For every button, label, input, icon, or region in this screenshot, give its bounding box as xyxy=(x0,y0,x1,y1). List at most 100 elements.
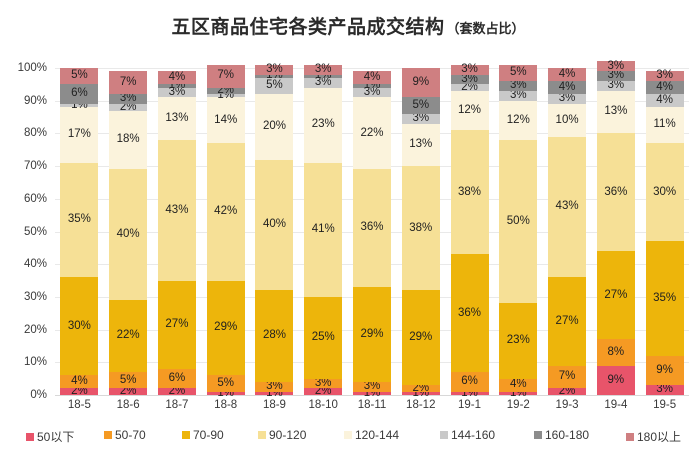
bar-segment[interactable]: 3% xyxy=(304,63,343,75)
legend-item[interactable]: 160-180 xyxy=(534,428,589,442)
bar-segment[interactable]: 2% xyxy=(157,385,196,396)
bar-segment[interactable]: 4% xyxy=(548,81,587,95)
bar-segment[interactable]: 2% xyxy=(450,81,489,92)
bar-segment[interactable]: 3% xyxy=(596,70,635,82)
bar-segment[interactable]: 11% xyxy=(645,107,684,144)
bar-segment[interactable]: 2% xyxy=(60,385,99,396)
bar-segment[interactable]: 5% xyxy=(109,372,148,389)
bar-segment[interactable]: 40% xyxy=(109,169,148,301)
bar-segment[interactable]: 1% xyxy=(353,80,391,91)
legend-item[interactable]: 50-70 xyxy=(104,428,146,442)
bar-segment[interactable]: 35% xyxy=(645,241,684,356)
bar-segment[interactable]: 50% xyxy=(499,139,538,304)
bar-segment[interactable]: 12% xyxy=(450,90,489,131)
bar-segment[interactable]: 35% xyxy=(60,162,99,278)
bar-column[interactable]: 1% 2% 29% 38% 13% 3% 5% 9% xyxy=(401,68,440,398)
bar-segment[interactable]: 36% xyxy=(450,254,489,373)
bar-segment[interactable]: 38% xyxy=(450,130,489,255)
bar-segment[interactable]: 3% xyxy=(304,76,343,88)
bar-segment[interactable]: 3% xyxy=(353,381,391,392)
bar-segment[interactable]: 41% xyxy=(304,162,343,297)
bar-segment[interactable]: 9% xyxy=(401,68,440,98)
bar-segment[interactable]: 22% xyxy=(109,300,148,373)
bar-segment[interactable]: 1% xyxy=(157,80,196,91)
bar-segment[interactable]: 5% xyxy=(401,97,440,114)
bar-segment[interactable]: 4% xyxy=(60,375,99,389)
legend-item[interactable]: 144-160 xyxy=(440,428,495,442)
bar-segment[interactable]: 3% xyxy=(499,80,538,91)
bar-segment[interactable]: 6% xyxy=(157,368,196,389)
bar-column[interactable]: 1% 5% 29% 42% 14% 1% 2% 7% xyxy=(206,64,245,398)
bar-column[interactable]: 2% 6% 27% 43% 13% 3% 1% 4% xyxy=(157,68,196,396)
bar-segment[interactable]: 1% xyxy=(304,70,343,81)
bar-segment[interactable]: 10% xyxy=(548,103,587,137)
bar-column[interactable]: 2% 4% 30% 35% 17% 1% 6% 5% xyxy=(60,68,99,396)
bar-segment[interactable]: 2% xyxy=(206,85,245,96)
bar-segment[interactable]: 3% xyxy=(450,73,489,85)
bar-column[interactable]: 2% 3% 25% 41% 23% 3% 1% 3% xyxy=(304,63,343,396)
bar-segment[interactable]: 1% xyxy=(206,387,245,398)
bar-column[interactable]: 1% 6% 36% 38% 12% 2% 3% 3% xyxy=(450,63,489,398)
bar-segment[interactable]: 29% xyxy=(401,290,440,386)
bar-segment[interactable]: 13% xyxy=(596,90,635,134)
bar-segment[interactable]: 3% xyxy=(157,86,196,98)
bar-segment[interactable]: 3% xyxy=(645,70,684,82)
bar-column[interactable]: 2% 7% 27% 43% 10% 3% 4% 4% xyxy=(548,68,587,396)
bar-segment[interactable]: 2% xyxy=(401,382,440,393)
bar-segment[interactable]: 1% xyxy=(450,387,489,398)
bar-segment[interactable]: 4% xyxy=(499,378,538,392)
bar-segment[interactable]: 14% xyxy=(206,97,245,144)
bar-segment[interactable]: 1% xyxy=(499,387,538,398)
bar-column[interactable]: 1% 4% 23% 50% 12% 3% 3% 5% xyxy=(499,64,538,398)
bar-segment[interactable]: 22% xyxy=(353,97,391,170)
bar-segment[interactable]: 4% xyxy=(645,81,684,95)
bar-segment[interactable]: 23% xyxy=(304,87,343,163)
bar-column[interactable]: 1% 3% 28% 40% 20% 5% 1% 3% xyxy=(255,63,294,398)
bar-segment[interactable]: 36% xyxy=(596,133,635,252)
bar-segment[interactable]: 6% xyxy=(60,84,99,104)
bar-segment[interactable]: 9% xyxy=(596,365,635,395)
bar-segment[interactable]: 2% xyxy=(304,385,343,396)
bar-segment[interactable]: 28% xyxy=(255,290,294,382)
bar-segment[interactable]: 1% xyxy=(255,387,294,398)
bar-segment[interactable]: 4% xyxy=(353,71,391,85)
bar-segment[interactable]: 3% xyxy=(499,90,538,101)
bar-column[interactable]: 9% 8% 27% 36% 13% 3% 3% 3% xyxy=(596,60,635,395)
legend-item[interactable]: 180以上 xyxy=(626,428,681,445)
bar-segment[interactable]: 27% xyxy=(548,277,587,366)
bar-segment[interactable]: 43% xyxy=(157,139,196,281)
bar-segment[interactable]: 3% xyxy=(450,63,489,75)
bar-segment[interactable]: 17% xyxy=(60,107,99,163)
bar-segment[interactable]: 5% xyxy=(499,64,538,82)
bar-segment[interactable]: 30% xyxy=(645,143,684,242)
bar-segment[interactable]: 18% xyxy=(109,110,148,170)
bar-segment[interactable]: 1% xyxy=(255,70,294,81)
legend-item[interactable]: 50以下 xyxy=(26,428,74,445)
bar-segment[interactable]: 40% xyxy=(255,159,294,291)
bar-segment[interactable]: 5% xyxy=(255,77,294,95)
bar-segment[interactable]: 4% xyxy=(645,94,684,108)
bar-segment[interactable]: 42% xyxy=(206,143,245,281)
bar-segment[interactable]: 3% xyxy=(645,384,684,395)
legend-item[interactable]: 70-90 xyxy=(182,428,224,442)
bar-segment[interactable]: 1% xyxy=(353,387,391,398)
bar-segment[interactable]: 5% xyxy=(60,68,99,85)
bar-segment[interactable]: 3% xyxy=(304,377,343,389)
bar-segment[interactable]: 29% xyxy=(206,280,245,376)
bar-segment[interactable]: 27% xyxy=(596,251,635,340)
bar-segment[interactable]: 1% xyxy=(60,99,99,110)
bar-segment[interactable]: 6% xyxy=(450,372,489,392)
bar-segment[interactable]: 13% xyxy=(157,97,196,140)
bar-segment[interactable]: 2% xyxy=(109,101,148,112)
bar-column[interactable]: 2% 5% 22% 40% 18% 2% 3% 7% xyxy=(109,68,148,396)
bar-segment[interactable]: 36% xyxy=(353,169,391,288)
bar-segment[interactable]: 3% xyxy=(596,80,635,91)
bar-segment[interactable]: 4% xyxy=(548,68,587,82)
bar-segment[interactable]: 5% xyxy=(206,375,245,392)
bar-segment[interactable]: 29% xyxy=(353,287,391,382)
bar-segment[interactable]: 12% xyxy=(499,100,538,140)
bar-segment[interactable]: 27% xyxy=(157,280,196,369)
bar-column[interactable]: 3% 9% 35% 30% 11% 4% 4% 3% xyxy=(645,68,684,395)
bar-segment[interactable]: 3% xyxy=(255,381,294,392)
bar-segment[interactable]: 3% xyxy=(109,93,148,104)
